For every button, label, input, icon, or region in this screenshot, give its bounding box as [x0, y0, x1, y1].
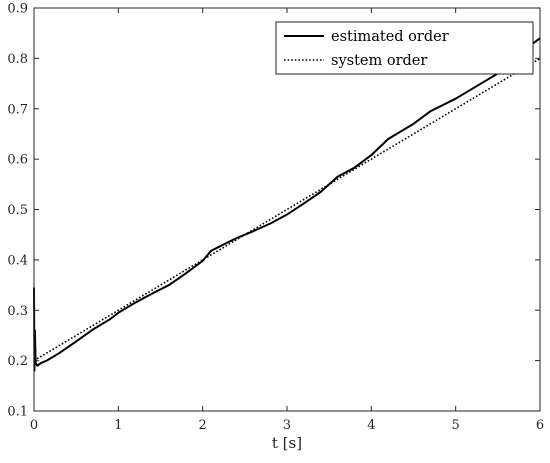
x-tick-label: 4 [367, 418, 375, 433]
x-tick-label: 6 [536, 418, 544, 433]
x-tick-label: 3 [283, 418, 291, 433]
series-line-estimated-order [33, 37, 541, 372]
legend-label-system-order: system order [331, 53, 427, 69]
legend-label-estimated-order: estimated order [331, 29, 449, 45]
y-tick-label: 0.8 [7, 52, 28, 67]
y-tick-label: 0.3 [7, 304, 28, 319]
y-tick-label: 0.7 [7, 102, 28, 117]
series-layer [33, 37, 541, 372]
plot-frame [33, 7, 541, 412]
y-tick-label: 0.1 [7, 405, 28, 420]
y-tick-label: 0.5 [7, 203, 28, 218]
legend: estimated order system order [275, 21, 534, 75]
legend-box [275, 21, 534, 75]
series-line-system-order [33, 57, 541, 362]
x-tick-label: 1 [114, 418, 122, 433]
y-tick-label: 0.4 [7, 253, 28, 268]
y-tick-label: 0.6 [7, 153, 28, 168]
x-tick-label: 5 [452, 418, 460, 433]
y-tick-label: 0.2 [7, 354, 28, 369]
x-tick-label: 0 [30, 418, 38, 433]
y-tick-label: 0.9 [7, 2, 28, 17]
x-axis-label: t [s] [272, 434, 302, 452]
x-tick-label: 2 [199, 418, 207, 433]
ticks-layer: 0 1 2 3 4 5 6 0.1 0.2 0.3 0.4 0.5 0.6 0.7 0.8 0.9 [7, 2, 544, 434]
